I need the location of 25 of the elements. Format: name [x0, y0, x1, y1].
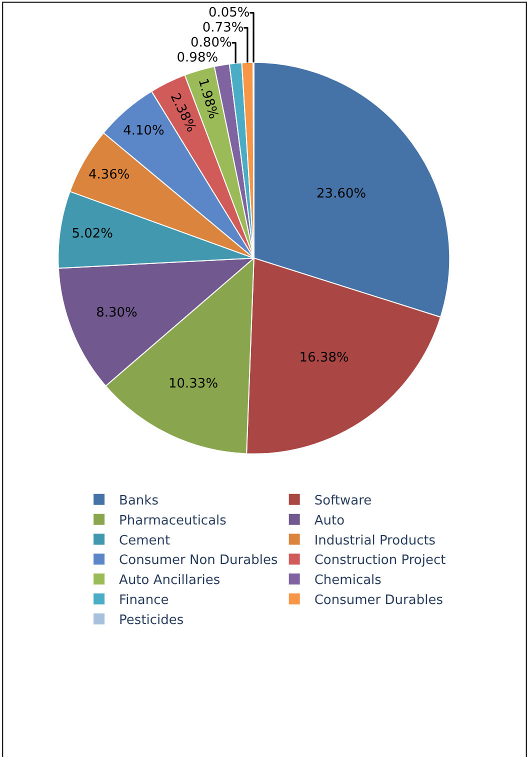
- legend-label: Auto Ancillaries: [119, 573, 220, 588]
- data-label: 23.60%: [316, 186, 366, 202]
- data-label: 0.80%: [190, 35, 232, 50]
- data-label: 0.73%: [202, 20, 244, 36]
- data-label: 16.38%: [299, 350, 349, 366]
- data-label: 8.30%: [96, 306, 138, 321]
- legend-label: Auto: [314, 513, 345, 528]
- data-label: 4.36%: [88, 168, 130, 183]
- legend-label: Cement: [119, 533, 170, 548]
- data-label: 4.10%: [123, 123, 164, 138]
- legend-label: Finance: [119, 593, 169, 608]
- legend-label: Banks: [119, 494, 159, 508]
- legend-label: Consumer Durables: [314, 593, 444, 608]
- legend-label: Pharmaceuticals: [119, 513, 227, 528]
- data-label: 5.02%: [72, 226, 114, 242]
- legend-label: Software: [314, 494, 372, 508]
- legend-label: Chemicals: [314, 573, 382, 588]
- data-label: 0.05%: [208, 5, 250, 20]
- data-label: 1.98%: [194, 76, 221, 121]
- data-label: 10.33%: [168, 376, 218, 392]
- data-label: 0.98%: [176, 50, 218, 66]
- legend-label: Construction Project: [314, 553, 446, 568]
- legend-label: Industrial Products: [314, 533, 436, 548]
- legend-label: Consumer Non Durables: [119, 553, 278, 568]
- legend-label: Pesticides: [119, 612, 184, 628]
